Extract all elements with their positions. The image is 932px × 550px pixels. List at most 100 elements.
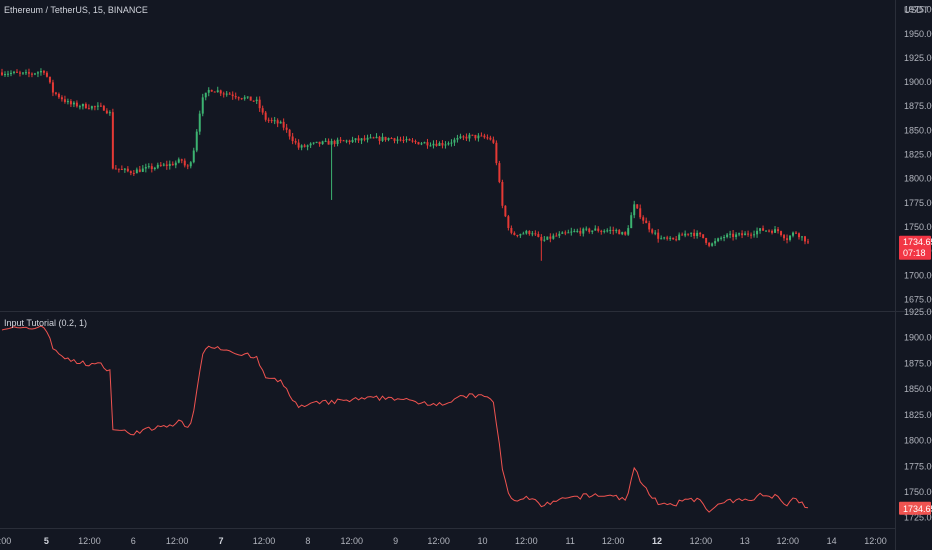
indicator-tick-label: 1750.00	[904, 487, 932, 497]
candle-body	[150, 166, 153, 170]
candle-body	[399, 139, 402, 141]
candle-body	[297, 142, 300, 148]
candle-body	[426, 142, 429, 146]
price-tick-label: 1775.00	[904, 198, 932, 208]
time-tick-label: 5	[44, 536, 49, 546]
time-tick-label: 12:00	[602, 536, 625, 546]
candle-body	[468, 134, 471, 139]
candle-body	[696, 232, 699, 236]
candle-body	[423, 142, 426, 144]
candle-body	[573, 231, 576, 233]
candle-body	[153, 167, 156, 170]
candle-body	[78, 106, 81, 108]
candle-body	[639, 208, 642, 218]
candle-body	[24, 72, 27, 74]
candle-body	[801, 236, 804, 238]
candle-body	[216, 90, 219, 93]
candle-body	[789, 235, 792, 240]
candle-body	[759, 228, 762, 231]
indicator-tick-label: 1875.00	[904, 358, 932, 368]
candle-body	[99, 105, 102, 107]
candle-body	[324, 140, 327, 142]
candle-body	[201, 97, 204, 114]
price-tick-label: 1750.00	[904, 222, 932, 232]
candle-body	[606, 230, 609, 232]
candle-body	[186, 165, 189, 167]
candle-body	[231, 94, 234, 97]
time-tick-label: 12:00	[864, 536, 887, 546]
candle-body	[21, 72, 24, 74]
candle-body	[54, 92, 57, 94]
candle-body	[273, 120, 276, 122]
candle-body	[447, 143, 450, 145]
time-tick-label: 6	[131, 536, 136, 546]
indicator-line	[1, 325, 809, 513]
candle-body	[315, 141, 318, 143]
indicator-badge-value: 1734.65	[903, 504, 932, 514]
candle-body	[435, 143, 438, 146]
candle-body	[159, 164, 162, 166]
candle-body	[66, 101, 69, 103]
indicator-tick-label: 1775.00	[904, 461, 932, 471]
candle-body	[477, 135, 480, 139]
candle-body	[627, 228, 630, 235]
candle-body	[744, 233, 747, 236]
candle-body	[567, 232, 570, 234]
candle-body	[411, 140, 414, 142]
indicator-tick-label: 1900.00	[904, 333, 932, 343]
time-tick-label: 12:00	[776, 536, 799, 546]
candle-body	[783, 235, 786, 239]
candle-body	[105, 110, 108, 114]
candle-body	[699, 232, 702, 235]
candle-body	[588, 228, 591, 232]
candle-body	[804, 236, 807, 242]
indicator-axis[interactable]: 1725.00 1750.00 1775.00 1800.00 1825.00 1850.…	[904, 307, 932, 523]
candle-body	[156, 164, 159, 168]
time-tick-label: 12:00	[690, 536, 713, 546]
candle-body	[405, 139, 408, 141]
candle-body	[429, 145, 432, 147]
candle-body	[507, 216, 510, 228]
candle-body	[252, 100, 255, 102]
candle-body	[387, 138, 390, 140]
candle-body	[138, 169, 141, 172]
candle-body	[720, 237, 723, 239]
candle-body	[198, 113, 201, 132]
price-tick-label: 1925.00	[904, 53, 932, 63]
candle-body	[462, 136, 465, 138]
candle-body	[57, 93, 60, 98]
candle-body	[60, 97, 63, 100]
candle-body	[210, 90, 213, 92]
price-badge: 1734.65 07:18	[899, 235, 932, 260]
candle-body	[279, 121, 282, 124]
candle-body	[663, 237, 666, 239]
candle-body	[450, 142, 453, 144]
candle-body	[780, 231, 783, 236]
candle-body	[474, 134, 477, 139]
candle-body	[555, 235, 558, 237]
candle-body	[33, 73, 36, 75]
candle-body	[438, 143, 441, 146]
candle-body	[669, 237, 672, 239]
candle-body	[525, 230, 528, 234]
candle-body	[351, 139, 354, 143]
candle-body	[45, 72, 48, 77]
candle-body	[657, 232, 660, 239]
candle-body	[318, 141, 321, 145]
candle-body	[129, 171, 132, 173]
candle-body	[534, 233, 537, 235]
time-axis[interactable]: 12:00 5 12:00 6 12:00 7 12:00 8 12:00 9 12:00 10 12:…	[0, 536, 887, 546]
candle-body	[372, 137, 375, 139]
candle-body	[249, 96, 252, 101]
candle-body	[594, 228, 597, 231]
candle-body	[12, 71, 15, 73]
candle-body	[15, 71, 18, 73]
candle-body	[48, 76, 51, 83]
candle-body	[261, 108, 264, 113]
candle-body	[189, 162, 192, 167]
price-tick-label: 1800.00	[904, 174, 932, 184]
candle-body	[543, 239, 546, 241]
candle-body	[87, 108, 90, 110]
